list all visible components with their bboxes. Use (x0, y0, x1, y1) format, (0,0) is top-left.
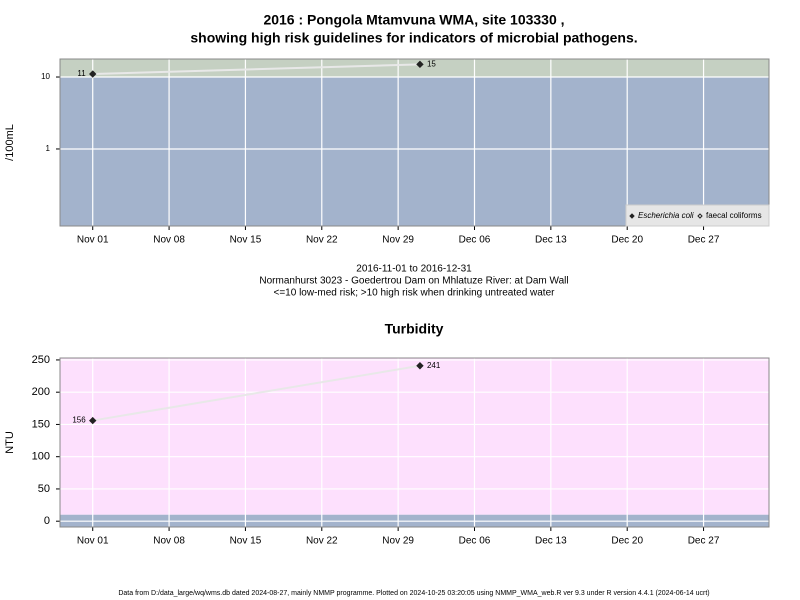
legend (625, 204, 770, 227)
zone-high (60, 59, 769, 78)
point (89, 416, 97, 425)
x-tick-label: Nov 01 (77, 235, 109, 246)
x-tick-label: Dec 20 (611, 235, 643, 246)
x-tick-label: Nov 15 (230, 536, 262, 547)
x-tick-label: Nov 22 (306, 235, 338, 246)
zone-high (60, 358, 769, 515)
caption: 2016-11-01 to 2016-12-31 (356, 264, 472, 275)
chart-title: 2016 : Pongola Mtamvuna WMA, site 103330… (263, 12, 564, 28)
point (416, 60, 424, 69)
y-tick-label: 150 (32, 418, 50, 430)
series-line (92, 364, 421, 422)
caption: Normanhurst 3023 - Goedertrou Dam on Mhl… (259, 276, 568, 287)
chart-title: Turbidity (385, 321, 444, 337)
value-label: 15 (427, 59, 436, 68)
footer: Data from D:/data_large/wq/wms.db dated … (118, 590, 709, 597)
y-tick-label: 1 (46, 144, 51, 153)
y-tick-label: 0 (44, 515, 50, 527)
x-tick-label: Dec 20 (611, 536, 643, 547)
chart-subtitle: showing high risk guidelines for indicat… (190, 30, 637, 46)
legend-label: faecal coliforms (706, 211, 762, 220)
value-label: 156 (72, 416, 86, 425)
x-tick-label: Nov 22 (306, 536, 338, 547)
x-tick-label: Dec 06 (459, 536, 491, 547)
point (89, 70, 97, 78)
value-label: 241 (427, 361, 441, 370)
x-tick-label: Dec 27 (688, 536, 720, 547)
y-tick-label: 10 (41, 72, 50, 81)
x-tick-label: Nov 29 (382, 536, 414, 547)
x-tick-label: Dec 13 (535, 235, 567, 246)
series-line (92, 63, 420, 76)
y-axis-label: NTU (4, 431, 16, 454)
legend-marker (697, 213, 703, 219)
y-tick-label: 100 (32, 451, 50, 463)
caption: <=10 low-med risk; >10 high risk when dr… (274, 288, 556, 299)
x-tick-label: Nov 08 (153, 235, 185, 246)
x-tick-label: Nov 08 (153, 536, 185, 547)
y-tick-label: 250 (32, 354, 50, 366)
x-tick-label: Dec 06 (459, 235, 491, 246)
point (416, 362, 424, 370)
y-tick-label: 50 (38, 483, 50, 495)
y-tick-label: 200 (32, 386, 50, 398)
zone-low (60, 77, 769, 226)
plot-frame (59, 58, 770, 227)
x-tick-label: Dec 27 (688, 235, 720, 246)
x-tick-label: Nov 01 (77, 536, 109, 547)
y-axis-label: /100mL (4, 124, 16, 161)
x-tick-label: Nov 29 (382, 235, 414, 246)
x-tick-label: Dec 13 (535, 536, 567, 547)
plot-frame (59, 357, 770, 528)
legend-label: Escherichia coli (638, 211, 694, 220)
legend-marker (629, 213, 635, 219)
value-label: 11 (77, 69, 86, 78)
x-tick-label: Nov 15 (230, 235, 262, 246)
